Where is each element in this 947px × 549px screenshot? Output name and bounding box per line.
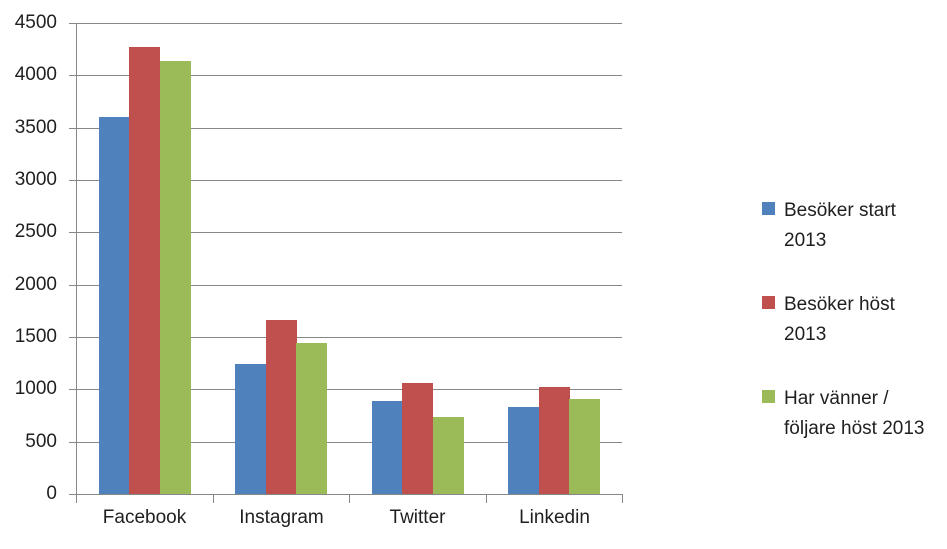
gridline bbox=[77, 442, 622, 443]
legend-item: Besöker start 2013 bbox=[762, 196, 942, 256]
y-axis-tick-label: 500 bbox=[25, 431, 57, 452]
y-axis-tick bbox=[69, 75, 77, 76]
legend-label: Besöker höst 2013 bbox=[784, 290, 942, 350]
y-axis-tick-label: 0 bbox=[46, 483, 57, 504]
legend-item: Besöker höst 2013 bbox=[762, 290, 942, 350]
y-axis-tick-label: 4500 bbox=[14, 12, 57, 33]
category-label: Twitter bbox=[389, 507, 446, 528]
gridline bbox=[77, 128, 622, 129]
legend-label-line: Besöker höst bbox=[784, 294, 895, 315]
y-axis-tick bbox=[69, 337, 77, 338]
y-axis-tick bbox=[69, 494, 77, 495]
bar-instagram-series-2 bbox=[266, 320, 297, 494]
y-axis-tick-label: 3000 bbox=[14, 169, 57, 190]
legend: Besöker start 2013 Besöker höst 2013 Har vän… bbox=[762, 196, 942, 478]
legend-swatch-icon bbox=[762, 202, 775, 215]
y-axis-tick bbox=[69, 23, 77, 24]
x-axis-tick bbox=[486, 495, 487, 503]
x-axis-tick bbox=[76, 495, 77, 503]
x-axis-tick bbox=[213, 495, 214, 503]
y-axis-line bbox=[76, 23, 77, 495]
gridline bbox=[77, 23, 622, 24]
y-axis-tick bbox=[69, 442, 77, 443]
bar-instagram-series-3 bbox=[296, 343, 327, 494]
x-axis-tick bbox=[622, 495, 623, 503]
bar-linkedin-series-1 bbox=[508, 407, 539, 494]
bar-linkedin-series-2 bbox=[539, 387, 570, 494]
legend-label: Har vänner / följare höst 2013 bbox=[784, 384, 942, 444]
gridline bbox=[77, 232, 622, 233]
bar-twitter-series-1 bbox=[372, 401, 403, 494]
y-axis-tick bbox=[69, 128, 77, 129]
bar-twitter-series-2 bbox=[402, 383, 433, 494]
y-axis-tick bbox=[69, 180, 77, 181]
gridline bbox=[77, 285, 622, 286]
y-axis-tick bbox=[69, 285, 77, 286]
legend-label: Besöker start 2013 bbox=[784, 196, 942, 256]
y-axis-tick-label: 4000 bbox=[14, 64, 57, 85]
y-axis-tick-label: 1500 bbox=[14, 326, 57, 347]
legend-label-line: Har vänner / bbox=[784, 388, 889, 409]
gridline bbox=[77, 180, 622, 181]
gridline bbox=[77, 337, 622, 338]
gridline bbox=[77, 389, 622, 390]
category-label: Linkedin bbox=[519, 507, 590, 528]
y-axis-tick bbox=[69, 389, 77, 390]
legend-label-line: 2013 bbox=[784, 230, 827, 251]
bar-twitter-series-3 bbox=[433, 417, 464, 494]
legend-swatch-icon bbox=[762, 390, 775, 403]
category-label: Instagram bbox=[239, 507, 324, 528]
bar-instagram-series-1 bbox=[235, 364, 266, 494]
y-axis-tick-label: 1000 bbox=[14, 378, 57, 399]
x-axis-tick bbox=[349, 495, 350, 503]
y-axis-tick bbox=[69, 232, 77, 233]
legend-swatch-icon bbox=[762, 296, 775, 309]
legend-label-line: 2013 bbox=[784, 324, 827, 345]
y-axis-tick-label: 3500 bbox=[14, 117, 57, 138]
y-axis-tick-label: 2000 bbox=[14, 274, 57, 295]
bar-linkedin-series-3 bbox=[569, 399, 600, 494]
bar-facebook-series-1 bbox=[99, 117, 130, 494]
bar-facebook-series-3 bbox=[160, 61, 191, 494]
gridline bbox=[77, 75, 622, 76]
bar-facebook-series-2 bbox=[129, 47, 160, 494]
legend-item: Har vänner / följare höst 2013 bbox=[762, 384, 942, 444]
legend-label-line: Besöker start bbox=[784, 200, 896, 221]
category-label: Facebook bbox=[102, 507, 187, 528]
y-axis-tick-label: 2500 bbox=[14, 221, 57, 242]
x-axis-line bbox=[76, 494, 623, 495]
legend-label-line: följare höst 2013 bbox=[784, 418, 925, 439]
